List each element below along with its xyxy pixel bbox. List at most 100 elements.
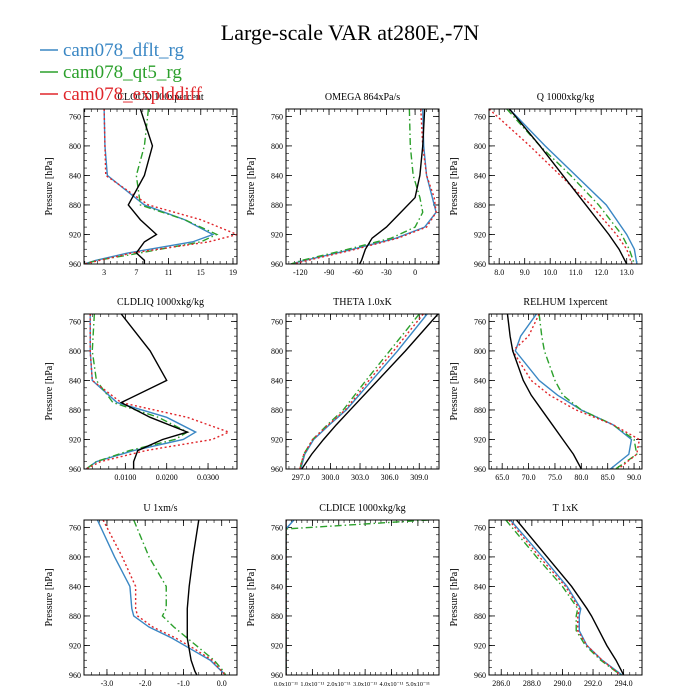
x-tick-label: 0.0x10⁻¹¹ (274, 681, 298, 688)
y-tick-label: 840 (69, 376, 81, 385)
plot-frame (488, 313, 643, 470)
x-tick-label: 4.0x10⁻¹¹ (380, 681, 404, 688)
x-tick-label: 294.0 (615, 679, 633, 688)
y-tick-label: 840 (474, 171, 486, 180)
x-tick-label: 0.0200 (156, 473, 178, 482)
y-tick-label: 840 (271, 582, 283, 591)
x-tick-label: 11.0 (569, 268, 583, 277)
y-tick-label: 760 (69, 523, 81, 532)
legend: cam078_dflt_rgcam078_qt5_rgcam078_expldd… (40, 40, 203, 105)
x-tick-label: 3 (102, 268, 106, 277)
y-axis-label: Pressure [hPa] (44, 157, 55, 215)
panel-title: T 1xK (553, 503, 579, 514)
y-tick-label: 800 (271, 553, 283, 562)
y-tick-label: 760 (474, 523, 486, 532)
x-tick-label: 65.0 (495, 473, 509, 482)
y-tick-label: 960 (69, 671, 81, 680)
y-tick-label: 960 (69, 260, 81, 269)
x-tick-label: -60 (352, 268, 363, 277)
x-tick-label: 15 (197, 268, 205, 277)
series-line-reference (516, 520, 625, 675)
plot-frame (83, 108, 238, 265)
panel-title: OMEGA 864xPa/s (325, 92, 400, 103)
y-tick-label: 840 (69, 171, 81, 180)
y-tick-label: 800 (474, 347, 486, 356)
y-tick-label: 880 (474, 612, 486, 621)
y-tick-label: 800 (271, 142, 283, 151)
x-tick-label: 309.0 (410, 473, 428, 482)
y-axis-label: Pressure [hPa] (44, 568, 55, 626)
series-line-reference (301, 314, 439, 469)
y-tick-label: 760 (474, 112, 486, 121)
y-tick-label: 960 (69, 465, 81, 474)
panels: CLOUD 100xpercent Pressure [hPa] 760 800 840… (44, 92, 643, 688)
series-line-cam078_explddiff (489, 109, 633, 264)
y-tick-label: 800 (69, 553, 81, 562)
series-line-cam078_dflt_rg (84, 109, 215, 264)
plot-frame (285, 519, 440, 676)
y-tick-label: 880 (69, 406, 81, 415)
panel: U 1xm/s Pressure [hPa] 760 800 840 880 920 960 -… (44, 503, 238, 688)
y-tick-label: 760 (69, 317, 81, 326)
y-tick-label: 960 (271, 671, 283, 680)
y-tick-label: 920 (69, 435, 81, 444)
panel-title: Q 1000xkg/kg (537, 92, 595, 103)
x-tick-label: 0.0 (217, 679, 227, 688)
x-tick-label: 0.0300 (197, 473, 219, 482)
series-line-cam078_explddiff (84, 109, 237, 264)
x-tick-label: -90 (324, 268, 335, 277)
x-tick-label: 2.0x10⁻¹¹ (327, 681, 351, 688)
series-line-cam078_dflt_rg (85, 314, 198, 469)
legend-label: cam078_qt5_rg (63, 62, 182, 83)
panel: Q 1000xkg/kg Pressure [hPa] 760 800 840 880 92… (449, 92, 643, 277)
panel: OMEGA 864xPa/s Pressure [hPa] 760 800 840 880… (246, 92, 440, 277)
y-tick-label: 920 (271, 435, 283, 444)
y-axis-label: Pressure [hPa] (246, 157, 257, 215)
y-tick-label: 800 (69, 142, 81, 151)
y-tick-label: 920 (69, 230, 81, 239)
panel-title: U 1xm/s (143, 503, 177, 514)
x-tick-label: 1.0x10⁻¹¹ (300, 681, 324, 688)
series-line-cam078_dflt_rg (514, 314, 633, 469)
x-tick-label: 0.0100 (114, 473, 136, 482)
series-line-cam078_dflt_rg (286, 520, 295, 675)
x-tick-label: 19 (229, 268, 237, 277)
x-tick-label: 80.0 (574, 473, 588, 482)
y-tick-label: 840 (69, 582, 81, 591)
y-tick-label: 920 (271, 230, 283, 239)
legend-label: cam078_explddiff (63, 84, 203, 105)
plot-frame (488, 108, 643, 265)
x-tick-label: 10.0 (543, 268, 557, 277)
y-axis-label: Pressure [hPa] (449, 362, 460, 420)
y-axis-label: Pressure [hPa] (44, 362, 55, 420)
series-line-cam078_dflt_rg (96, 520, 227, 675)
x-tick-label: 11 (165, 268, 173, 277)
x-tick-label: 288.0 (523, 679, 541, 688)
y-tick-label: 760 (474, 317, 486, 326)
y-tick-label: 880 (271, 201, 283, 210)
series-line-reference (359, 109, 426, 264)
y-tick-label: 880 (271, 612, 283, 621)
x-tick-label: 303.0 (351, 473, 369, 482)
y-tick-label: 960 (271, 260, 283, 269)
series-line-cam078_qt5_rg (84, 109, 219, 264)
y-tick-label: 960 (474, 260, 486, 269)
y-tick-label: 920 (69, 641, 81, 650)
series-line-cam078_explddiff (292, 109, 437, 264)
series-line-reference (119, 314, 190, 469)
panel-title: RELHUM 1xpercent (523, 297, 607, 308)
x-tick-label: 75.0 (548, 473, 562, 482)
y-tick-label: 800 (474, 553, 486, 562)
x-tick-label: 70.0 (522, 473, 536, 482)
y-axis-label: Pressure [hPa] (449, 568, 460, 626)
panel: RELHUM 1xpercent Pressure [hPa] 760 800 840 8… (449, 297, 643, 482)
x-tick-label: 297.0 (292, 473, 310, 482)
legend-label: cam078_dflt_rg (63, 40, 185, 61)
y-tick-label: 880 (474, 406, 486, 415)
y-tick-label: 920 (474, 435, 486, 444)
y-tick-label: 760 (271, 112, 283, 121)
x-tick-label: 8.0 (494, 268, 504, 277)
x-tick-label: -3.0 (101, 679, 114, 688)
x-tick-label: 7 (134, 268, 138, 277)
x-tick-label: -120 (293, 268, 308, 277)
